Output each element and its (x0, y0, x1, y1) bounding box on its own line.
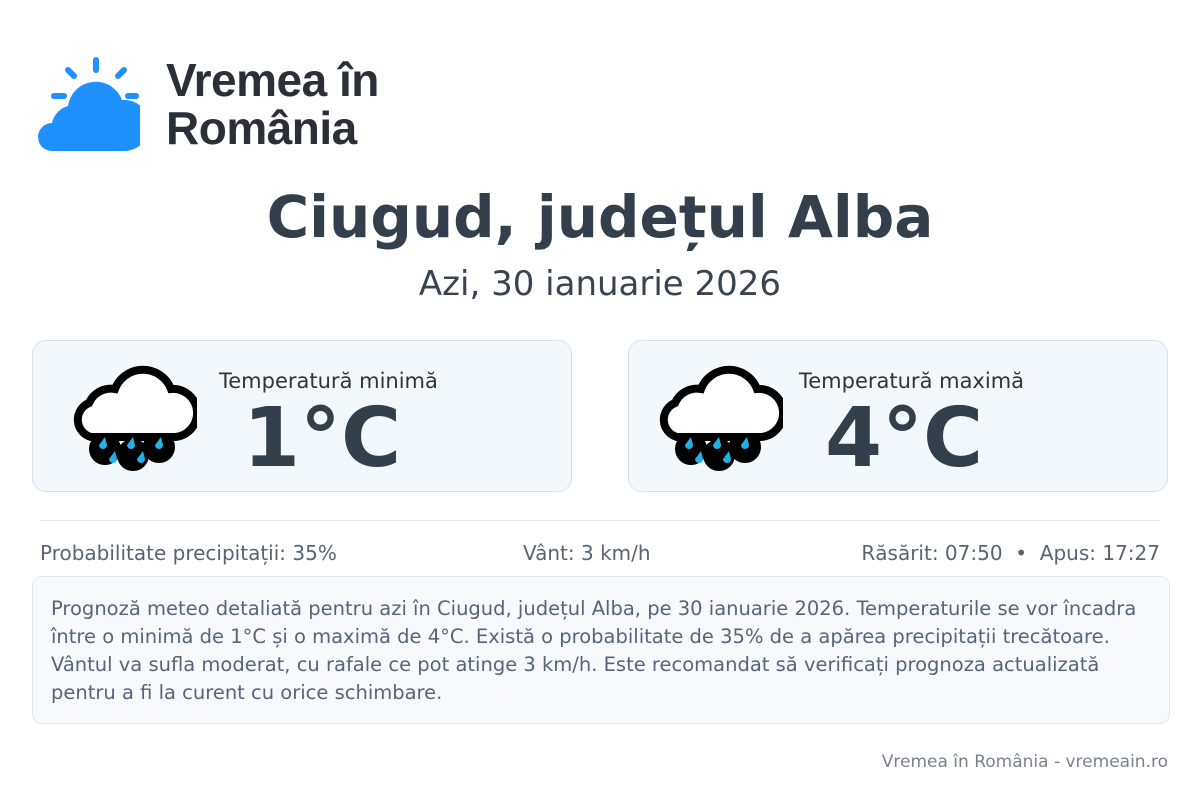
wind-stat: Vânt: 3 km/h (523, 541, 651, 565)
max-temp-label: Temperatură maximă (799, 369, 1025, 393)
rain-cloud-icon (73, 365, 197, 471)
divider (40, 520, 1160, 521)
min-temp-value: 1°C (243, 391, 402, 486)
min-temp-card: Temperatură minimă 1°C (32, 340, 572, 492)
brand-name-line1: Vremea în (166, 54, 379, 106)
brand-name-line2: România (166, 102, 357, 154)
min-temp-label: Temperatură minimă (219, 369, 438, 393)
sun-times-stat: Răsărit: 07:50 • Apus: 17:27 (861, 541, 1160, 565)
max-temp-value: 4°C (825, 391, 984, 486)
page-title: Ciugud, județul Alba (266, 183, 934, 251)
forecast-description: Prognoză meteo detaliată pentru azi în C… (32, 576, 1170, 724)
sun-cloud-icon (38, 57, 140, 151)
footer-credit: Vremea în România - vremeain.ro (881, 752, 1168, 772)
page-subtitle: Azi, 30 ianuarie 2026 (418, 264, 782, 304)
precipitation-stat: Probabilitate precipitații: 35% (40, 541, 337, 565)
logo: Vremea în România (38, 56, 379, 152)
rain-cloud-icon (659, 365, 783, 471)
max-temp-card: Temperatură maximă 4°C (628, 340, 1168, 492)
